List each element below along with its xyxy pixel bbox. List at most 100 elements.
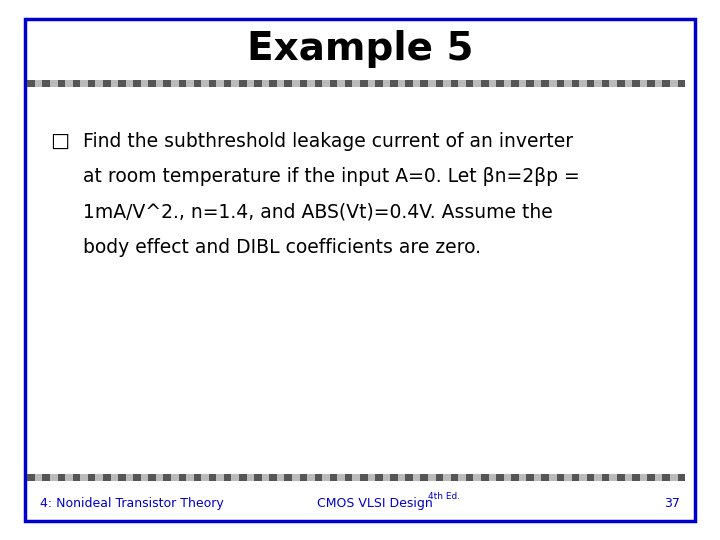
Bar	[557, 80, 564, 87]
Bar	[420, 475, 428, 482]
Bar	[88, 475, 95, 482]
Bar	[323, 80, 330, 87]
Bar	[315, 80, 323, 87]
Bar	[262, 475, 269, 482]
Bar	[398, 80, 405, 87]
Bar	[148, 475, 156, 482]
Bar	[246, 80, 254, 87]
Bar	[50, 80, 58, 87]
Bar	[587, 80, 595, 87]
Bar	[337, 80, 345, 87]
Bar	[232, 475, 239, 482]
Text: 37: 37	[665, 497, 680, 510]
Bar	[95, 475, 103, 482]
Bar	[609, 80, 617, 87]
Bar	[81, 475, 88, 482]
Bar	[632, 475, 640, 482]
Bar	[459, 80, 466, 87]
Bar	[375, 80, 383, 87]
Bar	[580, 80, 587, 87]
Bar	[307, 80, 315, 87]
Bar	[126, 475, 133, 482]
Bar	[368, 80, 375, 87]
Text: at room temperature if the input A=0. Let βn=2βp =: at room temperature if the input A=0. Le…	[83, 167, 580, 186]
Bar	[428, 80, 436, 87]
Bar	[595, 80, 602, 87]
Bar	[602, 80, 609, 87]
Bar	[171, 80, 179, 87]
Bar	[557, 475, 564, 482]
Bar	[360, 80, 367, 87]
Bar	[474, 80, 481, 87]
Bar	[330, 475, 337, 482]
Bar	[405, 80, 413, 87]
Bar	[466, 475, 474, 482]
Bar	[307, 475, 315, 482]
Bar	[103, 475, 111, 482]
Bar	[224, 80, 232, 87]
Bar	[194, 80, 202, 87]
Text: CMOS VLSI Design: CMOS VLSI Design	[317, 497, 433, 510]
Bar	[662, 80, 670, 87]
Bar	[383, 475, 390, 482]
Bar	[617, 80, 625, 87]
Bar	[111, 475, 118, 482]
Bar	[534, 80, 541, 87]
Text: 4th Ed.: 4th Ed.	[428, 492, 461, 501]
Bar	[549, 80, 557, 87]
Bar	[481, 80, 488, 87]
Bar	[232, 80, 239, 87]
Bar	[413, 475, 420, 482]
Bar	[353, 80, 360, 87]
Bar	[602, 475, 609, 482]
Bar	[141, 475, 148, 482]
Bar	[518, 80, 526, 87]
Bar	[451, 80, 459, 87]
Bar	[216, 80, 224, 87]
Bar	[541, 80, 549, 87]
Bar	[625, 475, 632, 482]
Bar	[163, 475, 171, 482]
Bar	[126, 80, 133, 87]
Text: Find the subthreshold leakage current of an inverter: Find the subthreshold leakage current of…	[83, 132, 573, 151]
Bar	[640, 80, 647, 87]
Bar	[148, 80, 156, 87]
Bar	[103, 80, 111, 87]
Bar	[580, 475, 587, 482]
Bar	[549, 475, 557, 482]
Bar	[284, 80, 292, 87]
Bar	[179, 475, 186, 482]
Bar	[202, 80, 209, 87]
Bar	[35, 475, 42, 482]
Bar	[337, 475, 345, 482]
Bar	[390, 475, 397, 482]
Bar	[133, 475, 141, 482]
Bar	[353, 475, 360, 482]
Bar	[35, 80, 42, 87]
Bar	[209, 475, 216, 482]
Bar	[496, 475, 504, 482]
Bar	[534, 475, 541, 482]
Bar	[27, 80, 35, 87]
Bar	[444, 475, 451, 482]
Bar	[678, 475, 685, 482]
Bar	[518, 475, 526, 482]
Bar	[194, 475, 202, 482]
Bar	[50, 475, 58, 482]
Bar	[239, 475, 246, 482]
Bar	[413, 80, 420, 87]
Bar	[436, 475, 444, 482]
Bar	[632, 80, 640, 87]
Bar	[133, 80, 141, 87]
Bar	[647, 475, 655, 482]
Bar	[670, 475, 678, 482]
Bar	[186, 80, 194, 87]
Bar	[390, 80, 397, 87]
Bar	[65, 475, 73, 482]
FancyBboxPatch shape	[25, 19, 695, 521]
Bar	[156, 475, 163, 482]
Text: body effect and DIBL coefficients are zero.: body effect and DIBL coefficients are ze…	[83, 238, 481, 256]
Bar	[609, 475, 617, 482]
Bar	[398, 475, 405, 482]
Bar	[179, 80, 186, 87]
